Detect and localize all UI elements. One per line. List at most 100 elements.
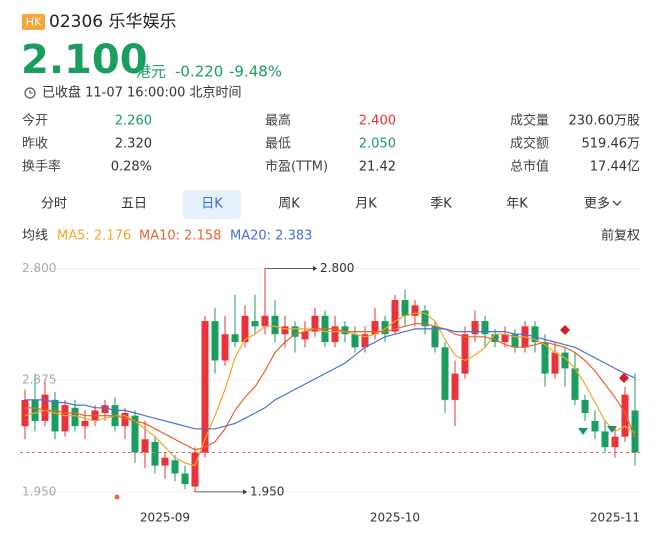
x-tick-label: 2025-11 [590,511,640,525]
plot: 2025-09 2025-10 2025-11 2.800 2.375 1.950 2.80… [20,261,640,525]
candle-body [561,352,569,369]
min-label-arrow [243,489,247,495]
candle-body [391,300,399,332]
candle-body [401,300,409,316]
candle-body [621,394,629,437]
candle-body [251,321,259,327]
candle-body [261,315,269,327]
candle-body [171,460,179,474]
candle-body [511,334,519,348]
max-label: 2.800 [320,261,354,275]
candle-body [21,399,29,427]
candle-body [571,368,579,400]
legend: MA5: 2.176 MA10: 2.158 MA20: 2.383 [57,229,312,244]
candle-body [481,321,489,335]
stat-label: 昨收 [22,137,48,152]
signal-dot [114,494,120,500]
y-tick-label: 2.375 [22,373,56,387]
stat-value: 21.42 [359,160,396,175]
market-badge: HK [26,16,42,29]
tab[interactable]: 更多 [584,196,610,212]
candle-body [501,334,509,343]
more-chevron [612,200,622,206]
candle-body [151,441,159,466]
candle-body [341,326,349,335]
stat-label: 最低 [265,137,291,152]
candle-body [381,321,389,335]
stat-value: 2.050 [359,137,396,152]
legend-entry: MA10: 2.158 [139,229,221,244]
candle-body [331,326,339,343]
price: 2.100 [21,37,148,83]
legend-entry: MA5: 2.176 [57,229,131,244]
tab[interactable]: 年K [506,197,528,212]
candle-body [71,407,79,427]
ma-line [24,312,636,467]
tab[interactable]: 五日 [121,197,147,212]
market-badge-bg [22,14,45,30]
tabs: 分时 五日 日K 周K 月K 季K 年K 更多 [41,190,610,219]
tab[interactable]: 季K [430,197,452,212]
candle-body [431,326,439,348]
tab[interactable]: 日K [201,197,223,212]
stat-label: 今开 [22,113,48,129]
change-pct: -9.48% [229,63,282,81]
candle-body [281,326,289,335]
y-tick-label: 1.950 [22,484,56,498]
x-tick-label: 2025-09 [140,511,190,525]
stat-label: 总市值 [510,159,549,175]
candle-body [411,305,419,316]
x-tick-label: 2025-10 [370,511,420,525]
candle-body [371,321,379,335]
candle-body [231,334,239,343]
candle-body [191,452,199,487]
candle-body [301,331,309,340]
candle-body [241,315,249,343]
signal-diamond [560,325,570,335]
tab[interactable]: 月K [355,197,377,212]
stat-label: 最高 [265,113,291,129]
candle-body [291,326,299,337]
stock-name: 02306 乐华娱乐 [49,12,176,32]
adjust-mode[interactable]: 前复权 [601,228,640,244]
candle-body [201,321,209,453]
tab[interactable]: 周K [278,197,300,212]
tab[interactable]: 分时 [41,197,67,212]
candle-body [41,394,49,421]
stats: 今开 2.260 最高 2.400 成交量 230.60万股 昨收 2.320 … [22,113,640,175]
candle-body [81,420,89,427]
stat-value: 2.320 [115,137,152,152]
stat-value: 230.60万股 [569,114,641,129]
stat-value: 2.260 [115,114,152,129]
clock-icon [24,87,36,99]
candle-body [591,420,599,432]
candle-body [31,399,39,421]
max-label-arrow [313,266,317,272]
candle-body [581,399,589,414]
candle-body [531,326,539,343]
candle-body [551,352,559,374]
clock-hand [29,90,33,94]
candle-body [181,473,189,484]
stat-value: 519.46万 [582,137,641,152]
stat-label: 市盈(TTM) [265,159,328,175]
ma-line [25,323,636,451]
legend-entry: MA20: 2.383 [230,229,312,244]
status: 已收盘 11-07 16:00:00 北京时间 [42,85,242,101]
stat-value: 2.400 [359,114,396,129]
candle-body [611,436,619,448]
min-label: 1.950 [250,484,284,498]
tab-selected-bg [183,190,241,219]
change: -0.220 [175,63,223,81]
stat-label: 换手率 [22,159,61,175]
y-tick-label: 2.800 [22,261,56,275]
candle-body [451,373,459,400]
candle-body [161,457,169,466]
signal-diamond [619,373,629,383]
candle-body [311,315,319,332]
candle-body [541,342,549,374]
ma-label: 均线 [22,229,48,244]
candle-body [271,315,279,335]
candle-body [631,410,639,453]
